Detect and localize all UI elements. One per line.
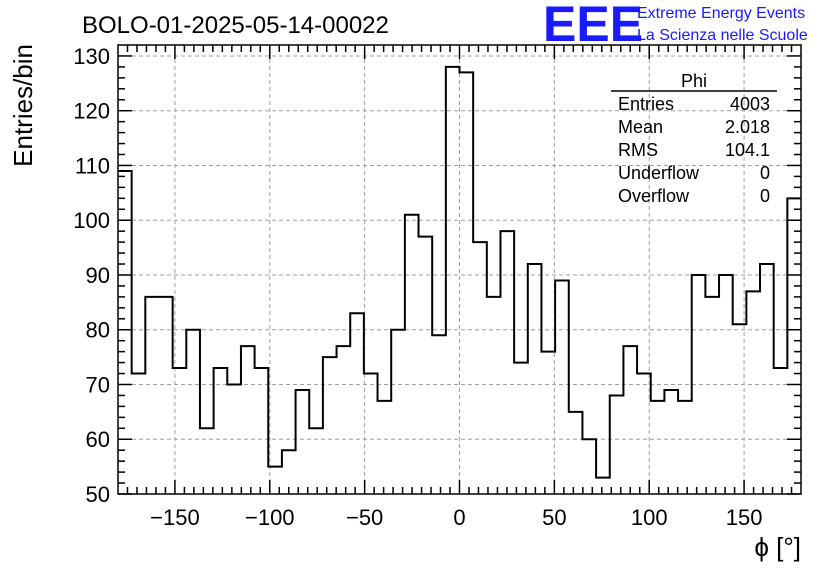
stats-label: RMS — [618, 140, 658, 160]
histogram-bin — [596, 478, 610, 494]
stats-value: 2.018 — [725, 117, 770, 137]
y-axis-label: Entries/bin — [8, 44, 38, 167]
axis-ticks — [118, 45, 801, 495]
histogram-bin — [159, 297, 173, 494]
histogram-bins — [118, 67, 801, 494]
x-axis-label: ϕ [°] — [754, 532, 801, 562]
x-tick-label: −100 — [245, 505, 295, 530]
x-tick-label: −150 — [150, 505, 200, 530]
y-tick-label: 130 — [73, 44, 110, 69]
histogram-bin — [610, 395, 624, 494]
y-tick-label: 120 — [73, 99, 110, 124]
histogram-bin — [309, 428, 323, 494]
histogram-bin — [664, 390, 678, 494]
histogram-bin — [623, 346, 637, 494]
histogram-bin — [705, 297, 719, 494]
histogram-bin — [692, 275, 706, 494]
logo-line-2: La Scienza nelle Scuole — [637, 27, 808, 44]
stats-row-mean: Mean 2.018 — [618, 117, 770, 137]
stats-row-rms: RMS 104.1 — [618, 140, 770, 160]
stats-value: 104.1 — [725, 140, 770, 160]
x-tick-label: −50 — [346, 505, 383, 530]
logo-line-1: Extreme Energy Events — [637, 5, 805, 22]
y-tick-label: 50 — [86, 482, 110, 507]
stats-row-underflow: Underflow 0 — [618, 163, 770, 183]
chart-title: BOLO-01-2025-05-14-00022 — [82, 12, 389, 39]
histogram-bin — [555, 280, 569, 494]
stats-value: 4003 — [730, 94, 770, 114]
stats-row-overflow: Overflow 0 — [618, 186, 770, 206]
histogram-bin — [173, 368, 187, 494]
histogram-bin — [460, 72, 474, 494]
histogram-bin — [255, 368, 269, 494]
histogram-line — [118, 65, 801, 479]
y-tick-labels: 50 60 70 80 90 100 110 120 130 — [73, 44, 110, 507]
stats-label: Underflow — [618, 163, 700, 183]
histogram-bin — [227, 384, 241, 494]
histogram-bin — [364, 374, 378, 494]
y-tick-label: 100 — [73, 208, 110, 233]
histogram-bin — [337, 346, 351, 494]
histogram-bin — [514, 363, 528, 494]
histogram-bin — [405, 215, 419, 494]
histogram-bin — [569, 412, 583, 494]
histogram-bin — [528, 264, 542, 494]
histogram-bin — [145, 297, 159, 494]
histogram-bin — [446, 67, 460, 494]
stats-label: Entries — [618, 94, 674, 114]
histogram-bin — [378, 401, 392, 494]
logo-mark: EEE — [543, 0, 643, 52]
stats-box: Phi Entries 4003 Mean 2.018 RMS 104.1 Un… — [611, 71, 777, 206]
y-tick-label: 90 — [86, 263, 110, 288]
stats-value: 0 — [760, 186, 770, 206]
histogram-bin — [132, 374, 146, 494]
histogram-bin — [214, 368, 228, 494]
stats-title: Phi — [681, 71, 707, 91]
histogram-bin — [186, 330, 200, 494]
x-tick-label: 100 — [631, 505, 668, 530]
histogram-bin — [241, 346, 255, 494]
stats-label: Mean — [618, 117, 663, 137]
eee-logo: EEE Extreme Energy Events La Scienza nel… — [543, 0, 808, 52]
histogram-bin — [432, 335, 446, 494]
x-tick-label: 150 — [726, 505, 763, 530]
histogram-bin — [350, 313, 364, 494]
histogram-bin — [582, 439, 596, 494]
x-tick-labels: −150 −100 −50 0 50 100 150 — [150, 505, 762, 530]
histogram-bin — [118, 171, 132, 494]
histogram-bin — [678, 401, 692, 494]
y-tick-label: 70 — [86, 372, 110, 397]
histogram-bin — [473, 242, 487, 494]
histogram-bin — [541, 352, 555, 494]
stats-row-entries: Entries 4003 — [618, 94, 770, 114]
histogram-bin — [774, 368, 788, 494]
histogram-bin — [760, 264, 774, 494]
histogram-bin — [733, 324, 747, 494]
histogram-bin — [487, 297, 501, 494]
stats-value: 0 — [760, 163, 770, 183]
histogram-bin — [391, 330, 405, 494]
x-tick-label: 0 — [453, 505, 465, 530]
histogram-bin — [296, 390, 310, 494]
x-tick-label: 50 — [542, 505, 566, 530]
histogram-bin — [746, 291, 760, 494]
histogram-bin — [651, 401, 665, 494]
histogram-bin — [500, 231, 514, 494]
histogram-bin — [323, 357, 337, 494]
histogram-bin — [419, 237, 433, 494]
histogram-bin — [200, 428, 214, 494]
y-tick-label: 80 — [86, 318, 110, 343]
y-tick-label: 60 — [86, 427, 110, 452]
stats-label: Overflow — [618, 186, 690, 206]
histogram-bin — [719, 275, 733, 494]
y-tick-label: 110 — [75, 153, 110, 178]
histogram-bin — [637, 374, 651, 494]
